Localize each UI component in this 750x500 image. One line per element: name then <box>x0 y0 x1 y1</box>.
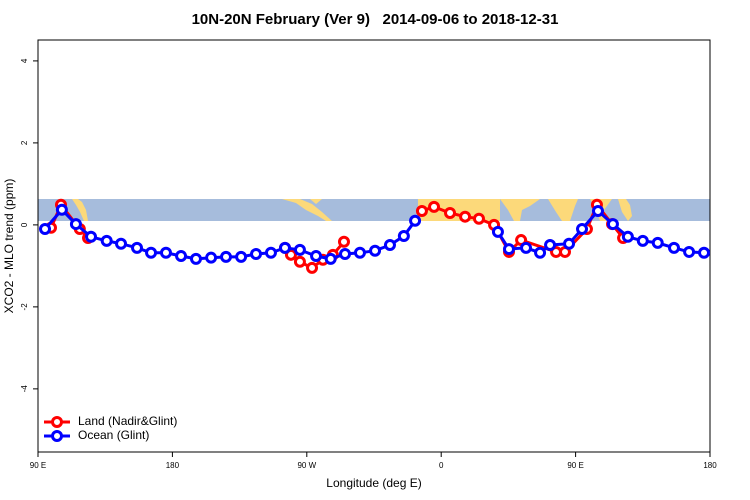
y-tick-label: -4 <box>20 385 29 393</box>
data-point <box>100 234 113 247</box>
data-point <box>306 261 319 274</box>
data-point <box>175 250 188 263</box>
data-point <box>651 236 664 249</box>
legend: Land (Nadir&Glint)Ocean (Glint) <box>44 414 177 442</box>
data-point <box>415 204 428 217</box>
data-point <box>683 245 696 258</box>
data-point <box>115 237 128 250</box>
data-point <box>189 252 202 265</box>
data-point <box>293 243 306 256</box>
y-tick-label: 0 <box>20 222 29 227</box>
data-point <box>310 250 323 263</box>
data-point <box>39 222 52 235</box>
x-axis-label: Longitude (deg E) <box>326 476 421 490</box>
data-point <box>159 246 172 259</box>
data-point <box>220 250 233 263</box>
data-point <box>205 251 218 264</box>
data-point <box>324 252 337 265</box>
x-tick-label: 180 <box>703 461 717 470</box>
data-point <box>621 230 634 243</box>
chart-title: 10N-20N February (Ver 9) 2014-09-06 to 2… <box>192 11 559 28</box>
legend-marker <box>51 416 63 428</box>
data-point <box>576 222 589 235</box>
data-point <box>592 204 604 217</box>
y-tick-label: 4 <box>20 58 29 63</box>
data-point <box>145 246 158 259</box>
x-tick-label: 0 <box>439 461 444 470</box>
data-point <box>353 246 366 259</box>
data-point <box>383 238 396 251</box>
legend-label: Land (Nadir&Glint) <box>78 414 177 428</box>
x-tick-label: 90 E <box>30 461 46 470</box>
data-point <box>339 247 352 260</box>
data-point <box>428 200 441 213</box>
data-point <box>636 234 649 247</box>
data-point <box>397 229 410 242</box>
data-point <box>235 250 248 263</box>
data-point <box>55 203 68 216</box>
y-axis-label: XCO2 - MLO trend (ppm) <box>2 179 16 314</box>
data-point <box>563 237 576 250</box>
data-point <box>444 206 457 219</box>
data-point <box>668 241 681 254</box>
x-tick-label: 90 W <box>297 461 316 470</box>
map-ocean <box>38 199 710 221</box>
data-point <box>520 241 533 254</box>
data-point <box>459 210 472 223</box>
data-point <box>534 246 547 259</box>
data-point <box>284 248 297 261</box>
data-point <box>502 243 515 256</box>
x-tick-label: 90 E <box>567 461 583 470</box>
legend-marker <box>51 430 63 442</box>
data-point <box>264 246 277 259</box>
data-point <box>472 212 485 225</box>
data-point <box>131 241 144 254</box>
data-point <box>544 238 557 251</box>
data-point <box>293 255 306 268</box>
plot-frame <box>37 39 711 453</box>
data-point <box>337 235 350 248</box>
map-strip <box>38 199 710 221</box>
data-point <box>491 225 504 238</box>
data-point <box>250 247 263 260</box>
data-point <box>278 241 291 254</box>
data-point <box>85 230 98 243</box>
y-tick-label: -2 <box>20 303 29 311</box>
plot-layer: 90 E 180 90 W 0 90 E 180 -4 -2 0 2 4 Land (Nadir&Gl… <box>20 58 717 470</box>
data-point <box>698 246 711 259</box>
data-point <box>409 214 422 227</box>
y-tick-label: 2 <box>20 140 29 145</box>
data-point <box>69 218 82 231</box>
data-point <box>369 244 382 257</box>
legend-label: Ocean (Glint) <box>78 428 149 442</box>
x-tick-label: 180 <box>166 461 180 470</box>
data-point <box>606 218 619 231</box>
